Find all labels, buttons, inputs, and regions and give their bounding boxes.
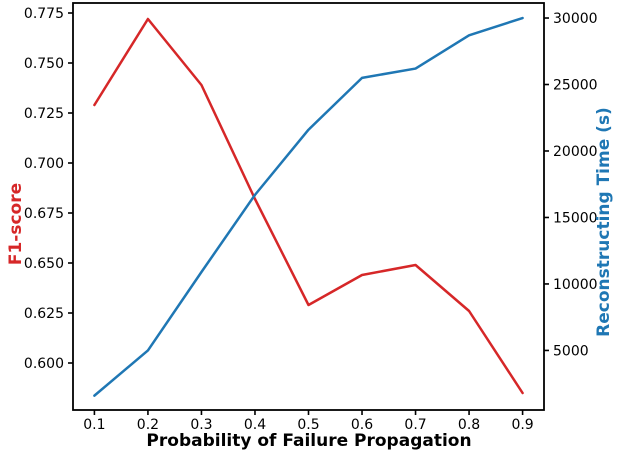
left-y-tick-label: 0.600: [24, 356, 64, 372]
right-y-tick-label: 5000: [553, 343, 589, 359]
axes-spines: [72, 2, 545, 411]
right-y-axis-label: Reconstructing Time (s): [594, 107, 614, 337]
left-y-tick-label: 0.650: [24, 256, 64, 272]
left-y-tick-label: 0.675: [24, 206, 64, 222]
left-y-tick-label: 0.750: [24, 56, 64, 72]
left-y-tick-label: 0.625: [24, 306, 64, 322]
x-tick-label: 0.5: [297, 417, 319, 433]
x-tick-label: 0.8: [458, 417, 480, 433]
x-tick-label: 0.2: [137, 417, 159, 433]
reconstructing-time-line: [93, 16, 524, 397]
f1-score-line: [93, 17, 524, 395]
x-tick-label: 0.9: [511, 417, 533, 433]
left-y-tick-label: 0.775: [24, 6, 64, 22]
x-tick-label: 0.6: [351, 417, 373, 433]
x-axis-label: Probability of Failure Propagation: [146, 431, 472, 451]
left-y-axis-label: F1-score: [6, 182, 26, 266]
left-y-tick-label: 0.700: [24, 156, 64, 172]
right-y-tick-label: 20000: [553, 144, 598, 160]
left-y-tick-label: 0.725: [24, 106, 64, 122]
right-y-tick-label: 15000: [553, 210, 598, 226]
x-tick-label: 0.3: [190, 417, 212, 433]
x-tick-label: 0.7: [404, 417, 426, 433]
right-y-tick-label: 10000: [553, 277, 598, 293]
x-tick-label: 0.4: [244, 417, 266, 433]
right-y-tick-label: 25000: [553, 78, 598, 94]
x-tick-label: 0.1: [83, 417, 105, 433]
right-y-tick-label: 30000: [553, 11, 598, 27]
